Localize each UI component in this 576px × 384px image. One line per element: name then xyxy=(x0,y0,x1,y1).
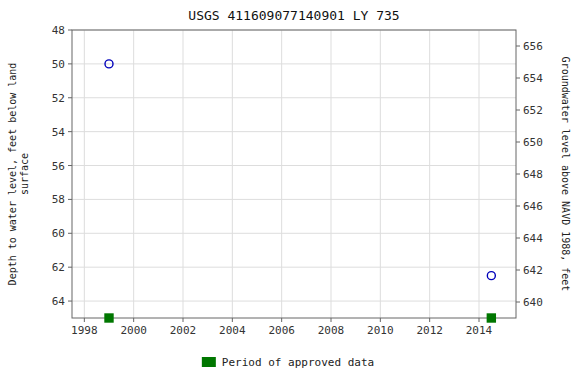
tick xyxy=(68,233,72,234)
tick-label: 62 xyxy=(52,261,65,274)
tick xyxy=(516,206,520,207)
tick-label: 2002 xyxy=(170,324,197,337)
grid-line xyxy=(380,30,381,318)
tick-label: 648 xyxy=(523,168,543,181)
grid-line xyxy=(72,131,516,132)
tick-label: 58 xyxy=(52,193,65,206)
tick-label: 1998 xyxy=(71,324,98,337)
tick-label: 640 xyxy=(523,296,543,309)
tick-label: 2006 xyxy=(268,324,295,337)
tick xyxy=(232,318,233,322)
tick xyxy=(183,318,184,322)
tick xyxy=(516,110,520,111)
title: USGS 411609077140901 LY 735 xyxy=(188,8,399,23)
grid-line xyxy=(281,30,282,318)
grid-line xyxy=(72,199,516,200)
tick-label: 56 xyxy=(52,160,65,173)
axis-label: Depth to water level, feet below landsur… xyxy=(7,63,30,286)
grid-line xyxy=(72,63,516,64)
tick xyxy=(331,318,332,322)
tick-label: 2010 xyxy=(367,324,394,337)
points xyxy=(105,60,495,280)
tick-label: 48 xyxy=(52,24,65,37)
tick-label: 2008 xyxy=(318,324,345,337)
tick xyxy=(516,238,520,239)
point xyxy=(105,60,113,68)
tick xyxy=(68,63,72,64)
grid-line xyxy=(72,301,516,302)
approved-marks xyxy=(105,314,495,322)
grid-line xyxy=(72,165,516,166)
tick-label: 2004 xyxy=(219,324,246,337)
tick-label: 650 xyxy=(523,136,543,149)
tick-label: 50 xyxy=(52,58,65,71)
tick xyxy=(84,318,85,322)
tick xyxy=(516,174,520,175)
grid-line xyxy=(429,30,430,318)
tick xyxy=(68,97,72,98)
grid-line xyxy=(331,30,332,318)
legend-label: Period of approved data xyxy=(222,356,374,369)
tick-label: 642 xyxy=(523,264,543,277)
tick xyxy=(68,30,72,31)
legend: Period of approved data xyxy=(202,356,374,369)
point xyxy=(487,272,495,280)
axis-label-line: Depth to water level, feet below land xyxy=(7,63,18,286)
tick-label: 60 xyxy=(52,227,65,240)
axis-label-line: surface xyxy=(19,153,30,195)
tick xyxy=(516,142,520,143)
approved-mark xyxy=(487,314,495,322)
tick xyxy=(281,318,282,322)
grid-line xyxy=(84,30,85,318)
tick xyxy=(516,302,520,303)
tick-label: 2000 xyxy=(120,324,147,337)
tick xyxy=(68,131,72,132)
tick-label: 52 xyxy=(52,92,65,105)
grid-line xyxy=(479,30,480,318)
tick xyxy=(429,318,430,322)
grid-line xyxy=(133,30,134,318)
grid-line xyxy=(183,30,184,318)
tick xyxy=(516,270,520,271)
tick-label: 64 xyxy=(52,295,66,308)
tick xyxy=(479,318,480,322)
tick-label: 2014 xyxy=(466,324,493,337)
grid-line xyxy=(72,233,516,234)
grid-line xyxy=(232,30,233,318)
tick-label: 2012 xyxy=(416,324,443,337)
chart: 1998 2000 2002 2004 2006 2008 2010 2012 2014 48 50… xyxy=(0,0,576,384)
tick-label: 54 xyxy=(52,126,66,139)
tick-label: 644 xyxy=(523,232,543,245)
grid-line xyxy=(72,267,516,268)
grid-line xyxy=(72,97,516,98)
tick xyxy=(68,267,72,268)
tick xyxy=(380,318,381,322)
tick-label: 646 xyxy=(523,200,543,213)
tick-label: 656 xyxy=(523,40,543,53)
tick xyxy=(516,78,520,79)
axis-label: Groundwater level above NAVD 1988, feet xyxy=(560,57,571,292)
tick xyxy=(516,46,520,47)
tick xyxy=(68,165,72,166)
tick xyxy=(68,199,72,200)
approved-mark xyxy=(105,314,113,322)
legend-swatch xyxy=(202,357,216,367)
tick-label: 652 xyxy=(523,104,543,117)
tick xyxy=(68,301,72,302)
plot-frame xyxy=(72,30,516,318)
tick-label: 654 xyxy=(523,72,543,85)
tick xyxy=(133,318,134,322)
